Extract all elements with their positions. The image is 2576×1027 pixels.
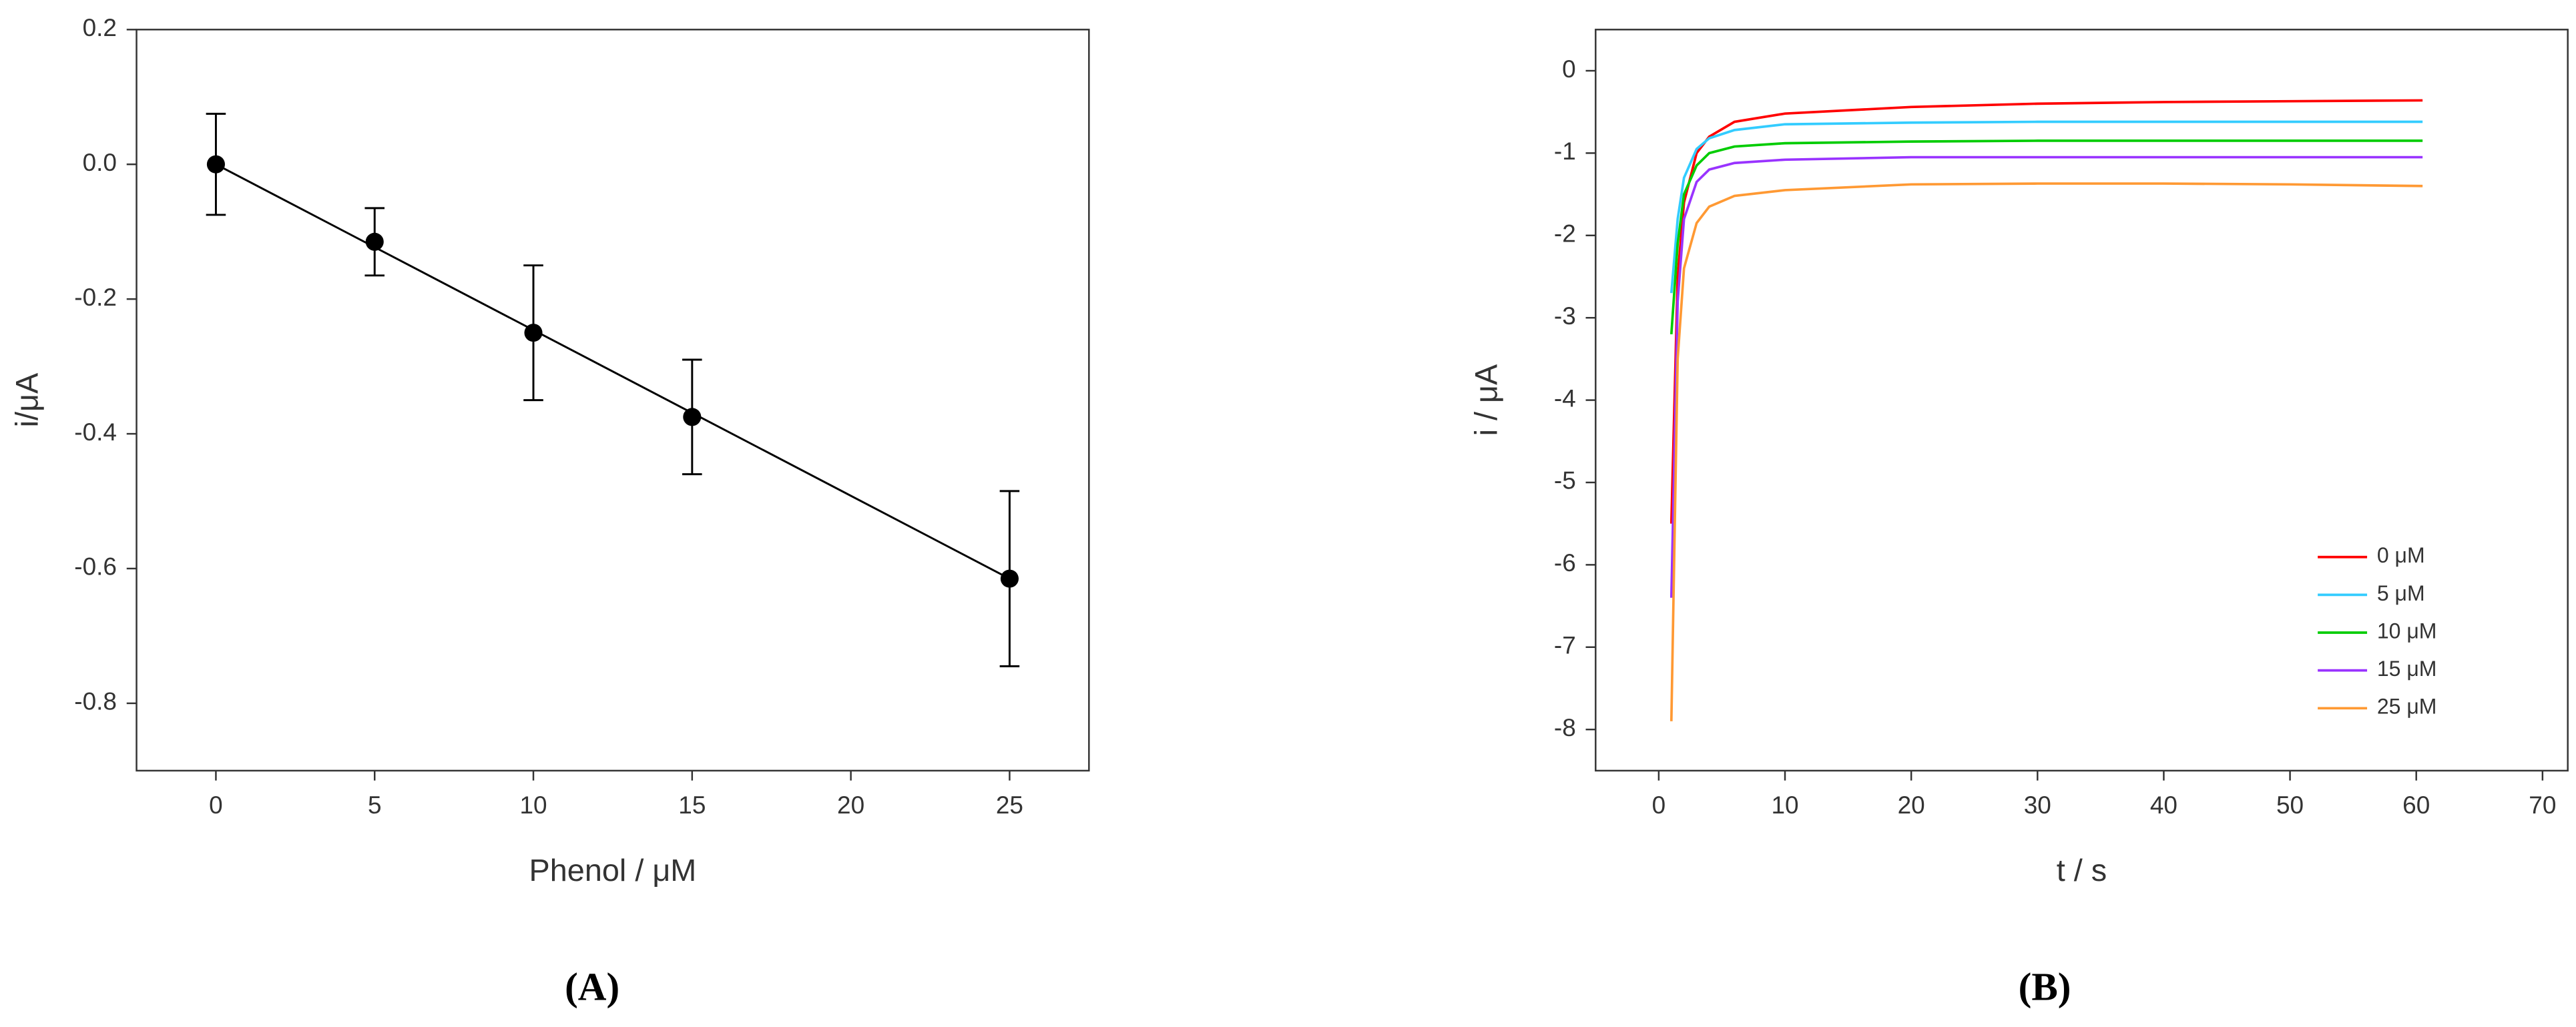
x-tick-label: 10: [519, 791, 547, 819]
y-tick-label: 0.2: [83, 14, 117, 41]
y-tick-label: 0: [1562, 55, 1576, 83]
y-tick-label: -8: [1554, 714, 1576, 741]
x-tick-label: 50: [2276, 791, 2304, 819]
y-tick-label: -0.6: [74, 553, 117, 581]
legend-label: 10 μM: [2377, 619, 2437, 643]
data-point: [365, 232, 384, 251]
series-line: [1669, 99, 2423, 524]
y-tick-label: -2: [1554, 220, 1576, 248]
fit-line: [215, 163, 1011, 580]
y-tick-label: -5: [1554, 467, 1576, 494]
series-line: [1669, 155, 2423, 598]
x-tick-label: 70: [2529, 791, 2556, 819]
x-tick-label: 10: [1771, 791, 1798, 819]
legend-label: 25 μM: [2377, 695, 2437, 719]
x-tick-label: 20: [837, 791, 864, 819]
y-axis-label: i / μA: [1469, 364, 1503, 436]
x-tick-label: 30: [2024, 791, 2051, 819]
x-tick-label: 60: [2402, 791, 2430, 819]
legend-label: 0 μM: [2377, 543, 2425, 567]
series-line: [1669, 120, 2423, 294]
data-point: [524, 324, 543, 342]
plot-frame: [136, 29, 1090, 772]
data-point: [1000, 569, 1019, 588]
x-tick-label: 20: [1898, 791, 1925, 819]
series-line: [1669, 139, 2423, 335]
caption: (B): [2019, 964, 2071, 1008]
x-tick-label: 40: [2150, 791, 2177, 819]
x-tick-label: 5: [368, 791, 382, 819]
x-axis-label: Phenol / μM: [529, 853, 697, 888]
data-point: [206, 155, 225, 174]
x-tick-label: 15: [678, 791, 706, 819]
y-axis-label: i/μA: [10, 372, 45, 427]
series-line: [1669, 182, 2423, 721]
y-tick-label: -4: [1554, 384, 1576, 412]
x-tick-label: 0: [1652, 791, 1666, 819]
x-axis-label: t / s: [2057, 853, 2107, 888]
legend-label: 15 μM: [2377, 657, 2437, 681]
y-tick-label: -1: [1554, 137, 1576, 165]
y-tick-label: -0.8: [74, 688, 117, 715]
y-tick-label: -0.2: [74, 284, 117, 311]
y-tick-label: 0.0: [83, 149, 117, 176]
data-point: [683, 408, 702, 426]
x-tick-label: 25: [996, 791, 1023, 819]
x-tick-label: 0: [209, 791, 223, 819]
plot-frame: [1595, 29, 2569, 772]
y-tick-label: -7: [1554, 632, 1576, 659]
caption: (A): [565, 964, 619, 1008]
legend-label: 5 μM: [2377, 581, 2425, 605]
y-tick-label: -3: [1554, 302, 1576, 330]
y-tick-label: -6: [1554, 549, 1576, 577]
y-tick-label: -0.4: [74, 418, 117, 446]
